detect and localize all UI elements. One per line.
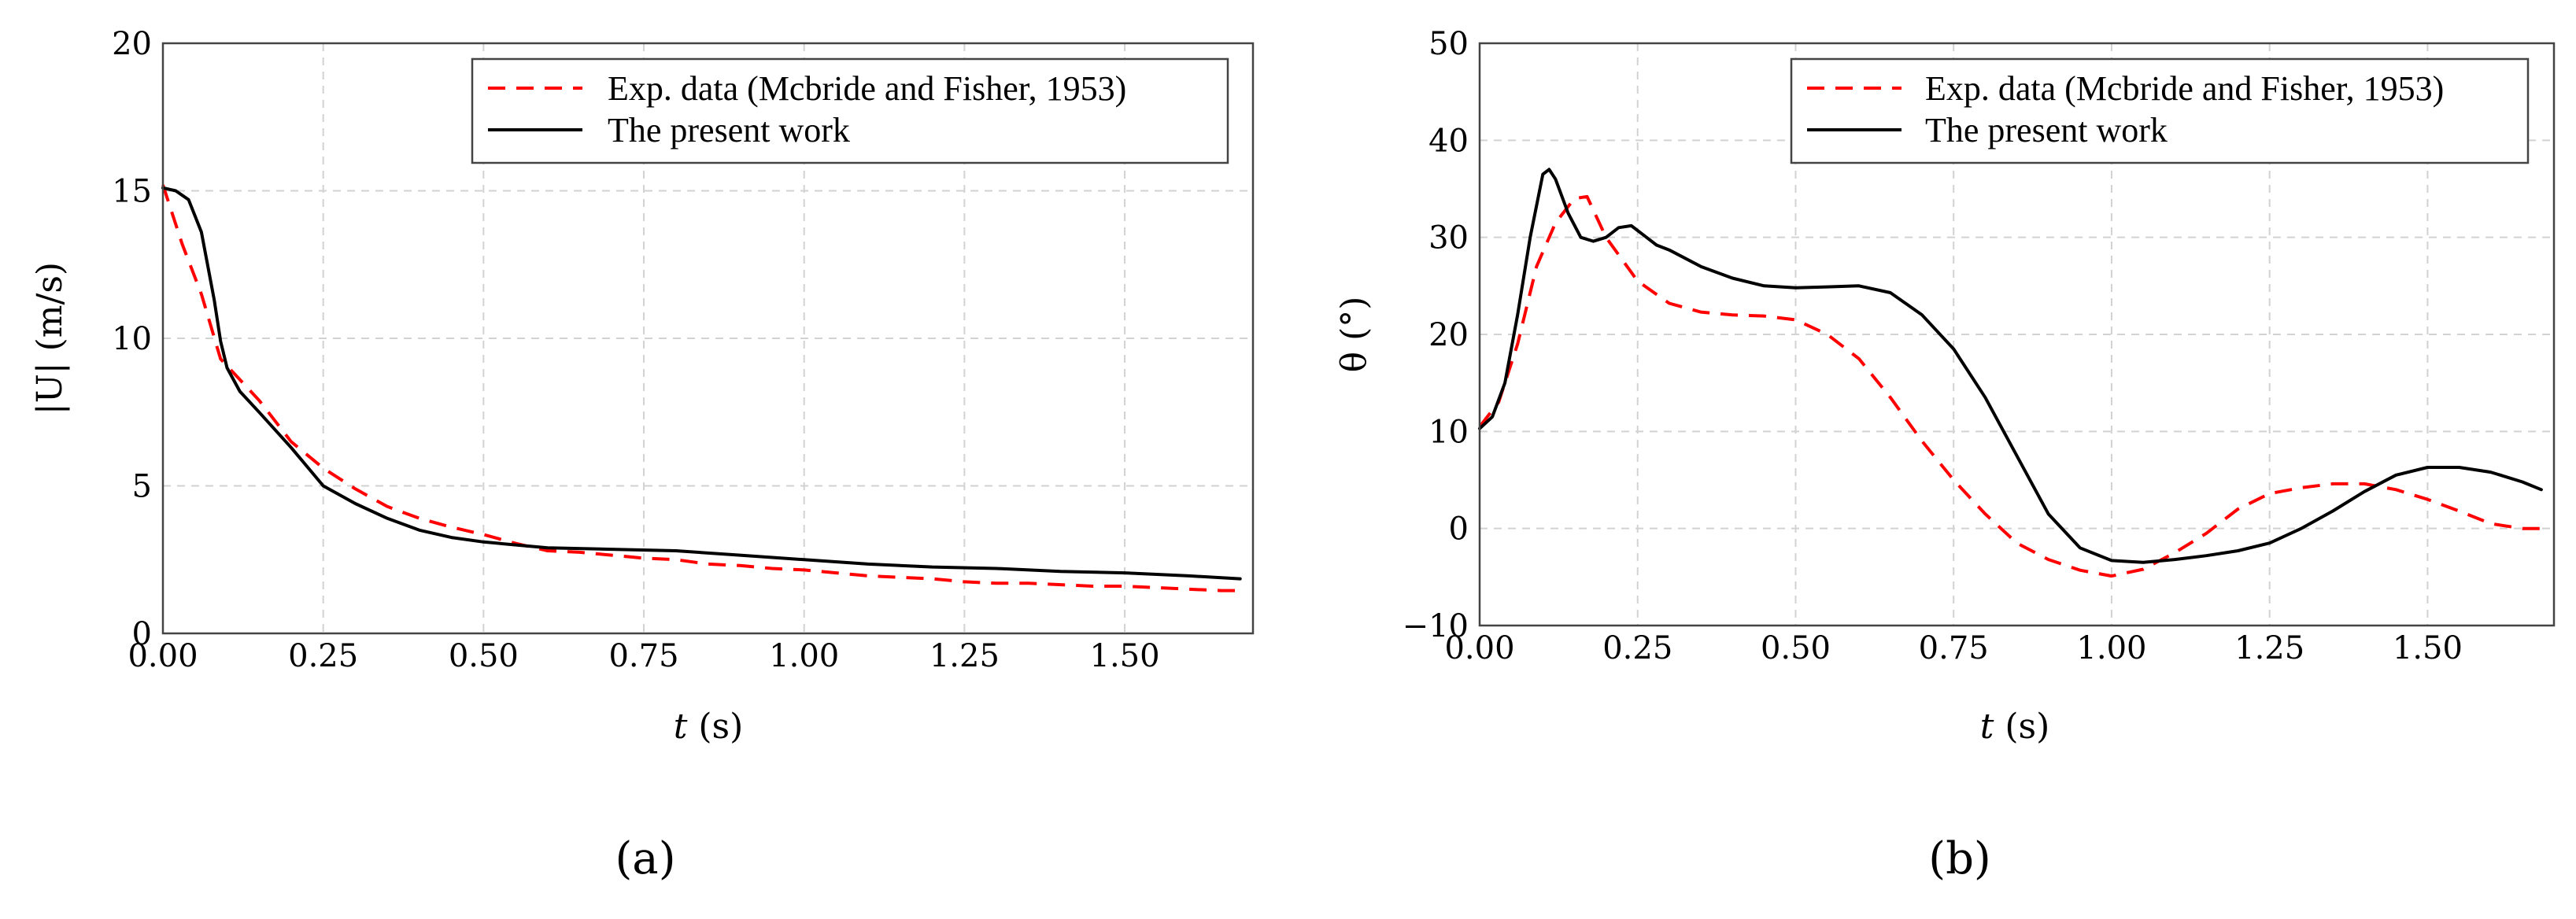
y-tick-label: 5 [132, 469, 152, 505]
panel-b: 0.00 0.25 0.50 0.75 1.00 1.25 1.50 −10 0 10 20 30 40… [1334, 26, 2556, 884]
x-axis-label-symbol: t [674, 707, 688, 747]
x-tick-label: 0.75 [1919, 630, 1989, 666]
x-tick-label: 1.50 [2393, 630, 2463, 666]
x-tick-label: 0.25 [1602, 630, 1672, 666]
legend-label-exp: Exp. data (Mcbride and Fisher, 1953) [608, 69, 1126, 108]
x-tick-label: 1.50 [1090, 638, 1160, 674]
x-tick-label: 0.50 [1761, 630, 1831, 666]
x-tick-label: 0.75 [608, 638, 678, 674]
x-axis-label: t (s) [674, 707, 744, 747]
series-line-present [1478, 168, 2543, 564]
x-tick-label: 0.00 [1444, 630, 1514, 666]
tick-labels: 0.00 0.25 0.50 0.75 1.00 1.25 1.50 −10 0 10 20 30 40… [1403, 26, 2463, 666]
x-tick-label: 0.00 [128, 638, 198, 674]
x-tick-label: 1.00 [2076, 630, 2146, 666]
series-line-exp [1478, 194, 2541, 578]
panel-caption-a: (a) [615, 833, 675, 884]
y-tick-label: 0 [132, 616, 152, 652]
y-tick-label: 40 [1428, 123, 1469, 159]
plot-frame [1478, 42, 2556, 627]
legend: Exp. data (Mcbride and Fisher, 1953) The… [1790, 57, 2530, 164]
x-axis-label-symbol: t [1980, 707, 1994, 747]
legend-label-present: The present work [1925, 111, 2168, 149]
x-tick-label: 1.25 [2234, 630, 2304, 666]
y-tick-label: −10 [1403, 608, 1469, 644]
y-tick-label: 10 [112, 321, 152, 357]
x-tick-label: 1.00 [769, 638, 839, 674]
y-axis-label: |U| (m/s) [30, 262, 70, 415]
y-axis-label: θ (°) [1334, 297, 1374, 373]
x-tick-label: 1.25 [930, 638, 1000, 674]
series-line-present [161, 186, 1242, 581]
tick-labels: 0.00 0.25 0.50 0.75 1.00 1.25 1.50 0 5 10 15 20 [112, 26, 1159, 674]
y-tick-label: 30 [1428, 220, 1469, 257]
panel-a: 0.00 0.25 0.50 0.75 1.00 1.25 1.50 0 5 10 15 20 Exp… [30, 26, 1255, 884]
legend-box [471, 57, 1229, 164]
y-tick-label: 15 [112, 174, 152, 210]
legend-label-exp: Exp. data (Mcbride and Fisher, 1953) [1925, 69, 2444, 108]
legend-label-present: The present work [608, 111, 850, 149]
legend-box [1790, 57, 2530, 164]
x-axis-label-unit: (s) [1994, 707, 2049, 747]
grid-lines [163, 43, 1253, 633]
series-line-exp [161, 184, 1240, 592]
x-tick-label: 0.50 [449, 638, 519, 674]
series-lines [161, 184, 1242, 592]
y-tick-label: 0 [1449, 511, 1469, 548]
y-tick-label: 10 [1428, 414, 1469, 450]
y-tick-label: 50 [1428, 26, 1469, 62]
y-tick-label: 20 [1428, 317, 1469, 353]
x-axis-label: t (s) [1980, 707, 2050, 747]
x-tick-label: 0.25 [288, 638, 358, 674]
y-tick-label: 20 [112, 26, 152, 62]
panel-caption-b: (b) [1928, 833, 1991, 884]
legend: Exp. data (Mcbride and Fisher, 1953) The… [471, 57, 1229, 164]
plot-frame [161, 42, 1255, 635]
series-lines [1478, 168, 2543, 578]
x-axis-label-unit: (s) [687, 707, 743, 747]
